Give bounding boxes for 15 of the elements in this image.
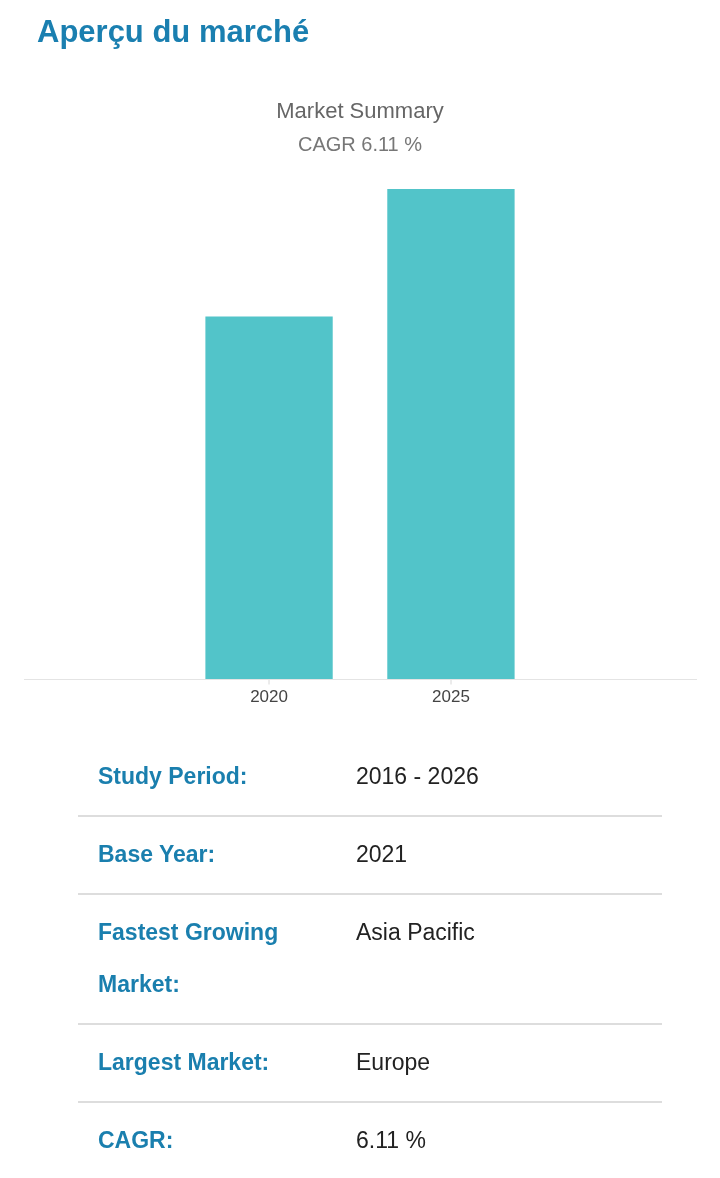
- chart-title: Market Summary: [276, 98, 444, 123]
- text: 2016 - 2026: [356, 763, 479, 789]
- text: Fastest Growing Market:: [98, 919, 279, 997]
- text: Aperçu du marché: [37, 14, 310, 49]
- chart-subtitle: CAGR 6.11 %: [297, 133, 423, 155]
- text: Asia Pacific: [356, 919, 475, 945]
- x-tick-label: 2020: [250, 686, 288, 706]
- text: Europe: [356, 1049, 431, 1075]
- text: Base Year:: [98, 841, 216, 867]
- text: 6.11 %: [356, 1127, 426, 1153]
- text: Largest Market:: [98, 1049, 270, 1075]
- text: 2021: [356, 841, 408, 867]
- x-tick-label: 2025: [432, 686, 470, 706]
- text: Study Period:: [98, 763, 248, 789]
- text: CAGR:: [98, 1127, 174, 1153]
